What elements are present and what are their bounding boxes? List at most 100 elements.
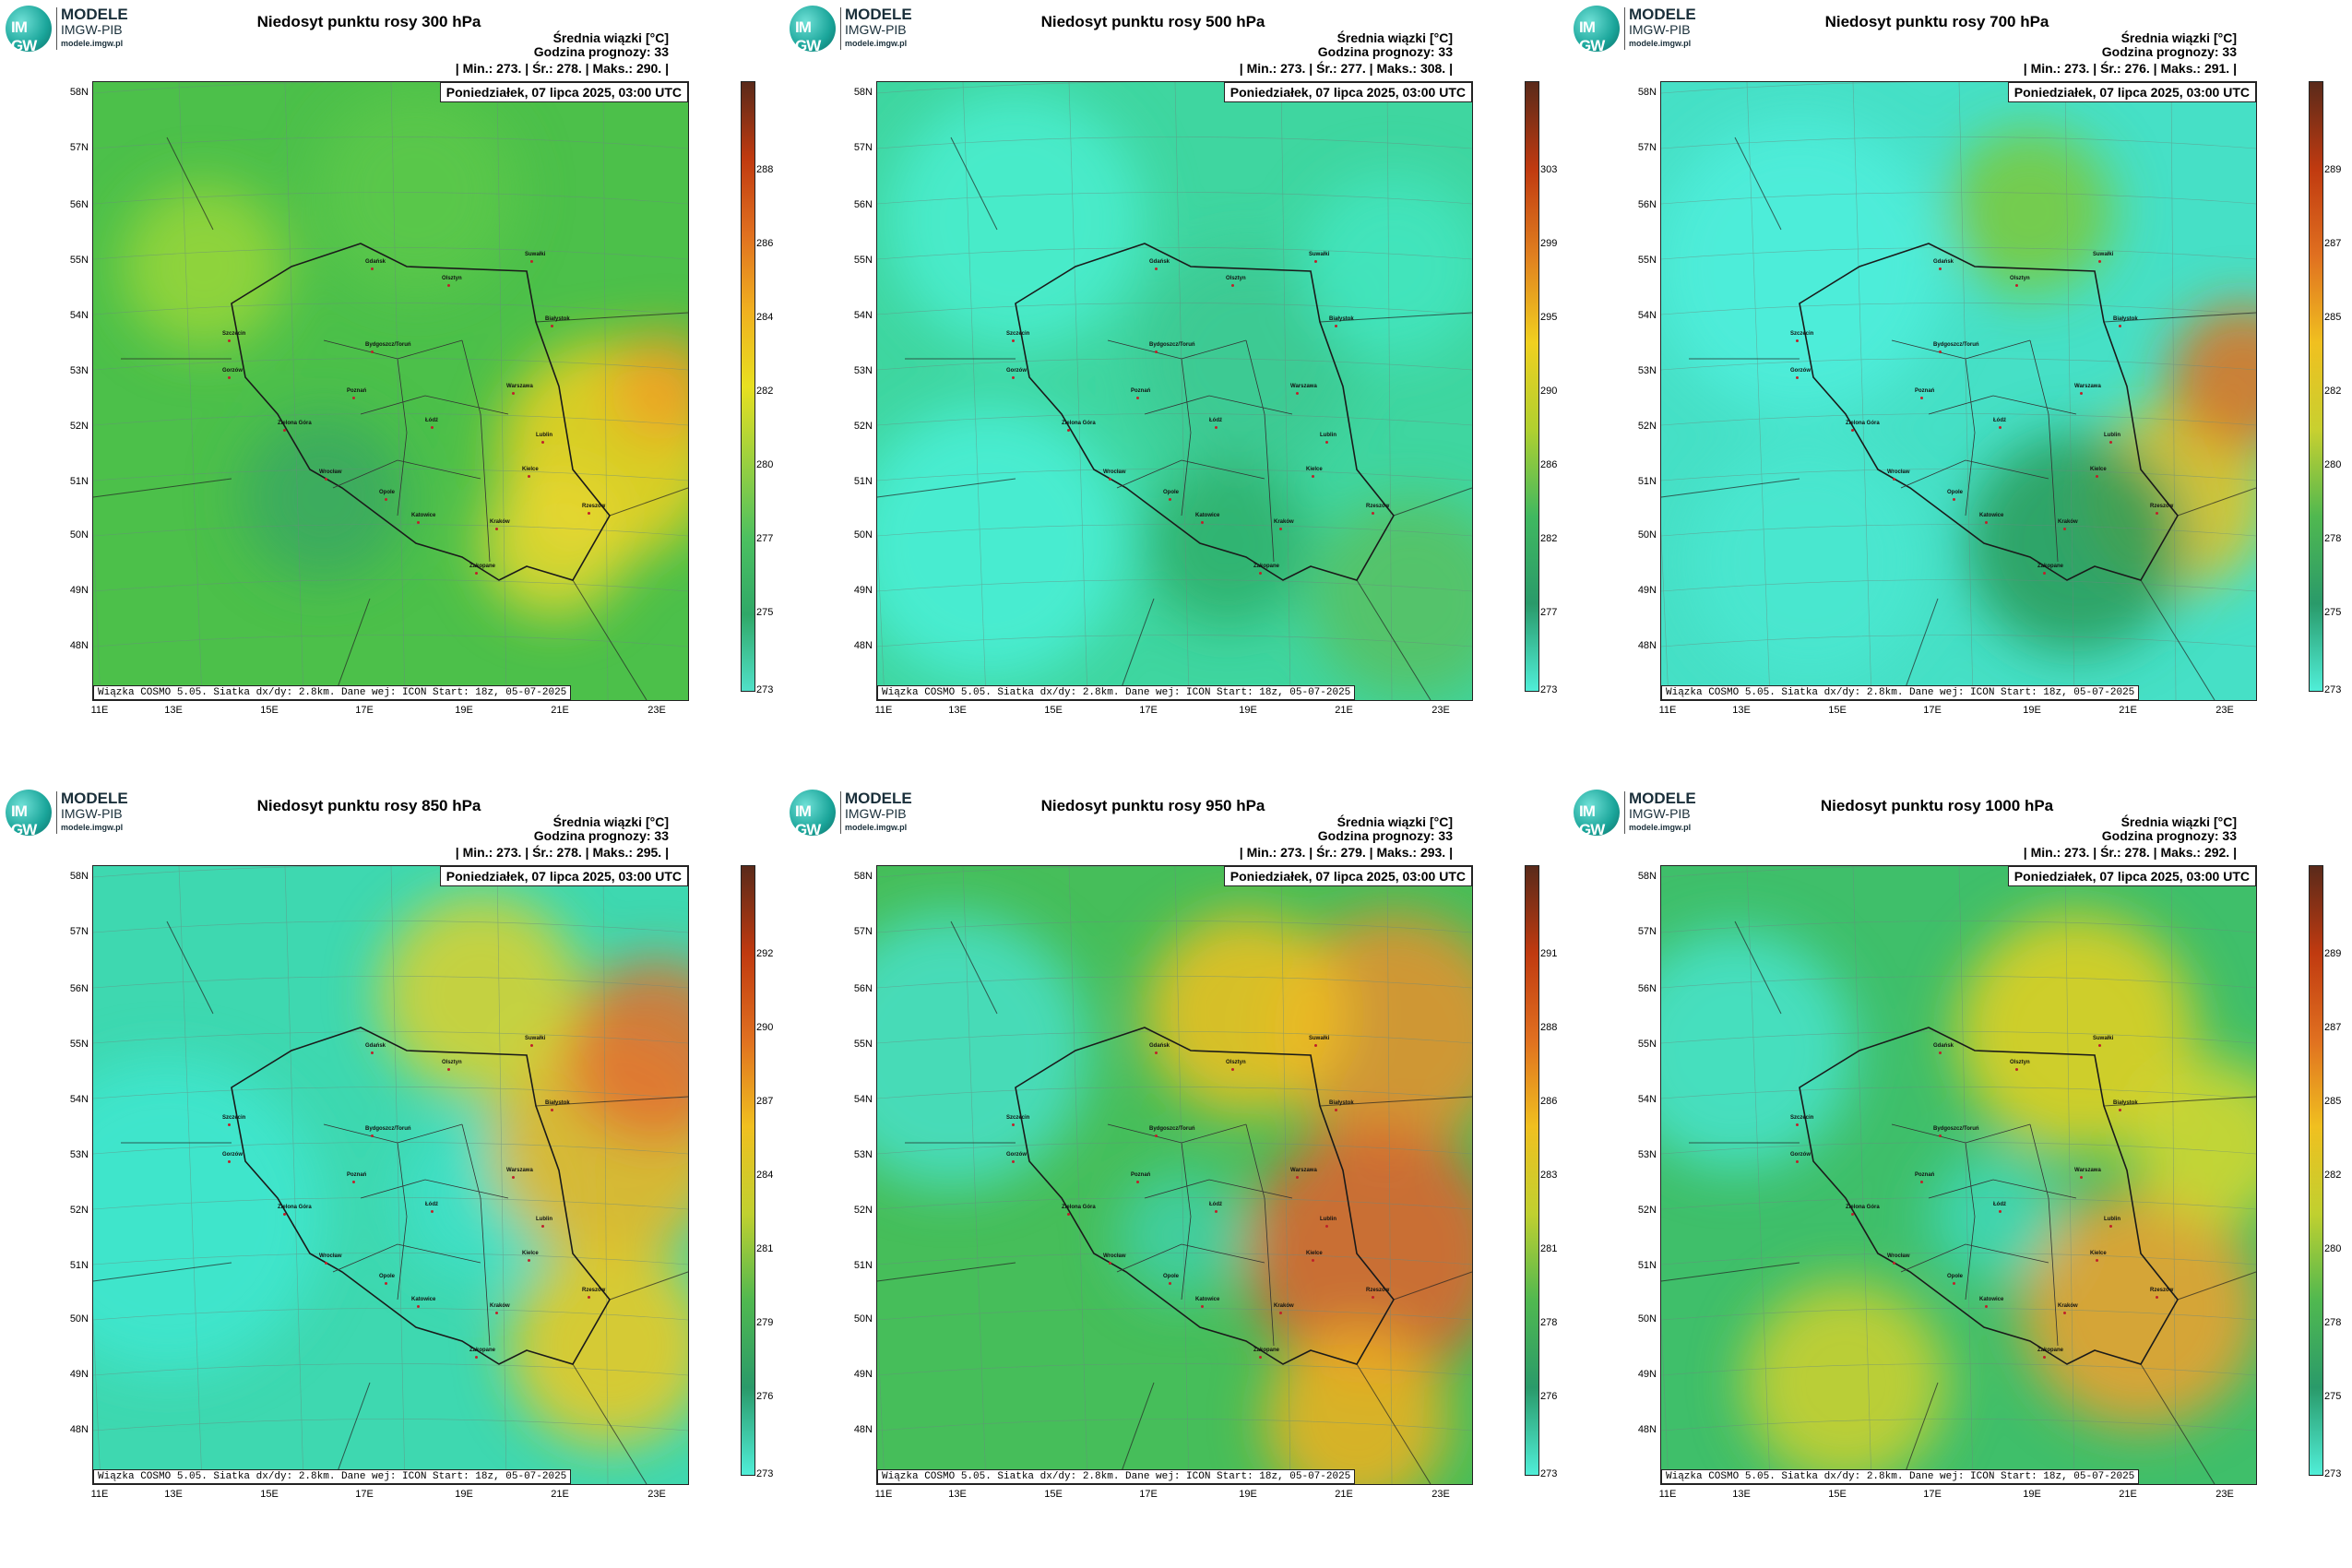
city-label: Szczecin xyxy=(222,331,246,337)
city-dot xyxy=(512,1176,515,1179)
city-dot xyxy=(1999,1210,2002,1213)
city-label: Zielona Góra xyxy=(278,421,312,426)
city-dot xyxy=(1893,478,1895,481)
lon-tick-label: 17E xyxy=(1139,705,1158,716)
city-label: Białystok xyxy=(545,316,570,322)
city-dot xyxy=(1893,1262,1895,1265)
logo-line1: MODELE xyxy=(61,6,128,23)
city-label: Zakopane xyxy=(1253,564,1280,569)
colorbar-tick-label: 291 xyxy=(1540,948,1558,959)
logo-line1: MODELE xyxy=(845,790,912,807)
lat-tick-label: 54N xyxy=(1637,310,1657,321)
colorbar-tick-label: 282 xyxy=(756,386,774,397)
city-label: Olsztyn xyxy=(442,1060,462,1065)
city-label: Szczecin xyxy=(1006,1115,1030,1121)
lon-tick-label: 15E xyxy=(260,705,279,716)
city-label: Warszawa xyxy=(1290,384,1317,389)
lon-tick-label: 23E xyxy=(647,705,666,716)
map-area: Gdańsk Olsztyn Suwałki Szczecin Białystok Byd… xyxy=(876,865,1473,1485)
colorbar-tick-label: 279 xyxy=(756,1317,774,1328)
city-dot xyxy=(2063,528,2066,530)
colorbar-tick-label: 273 xyxy=(756,1468,774,1479)
city-dot xyxy=(2080,1176,2083,1179)
city-label: Bydgoszcz/Toruń xyxy=(1149,1126,1195,1132)
city-dot xyxy=(1796,339,1799,342)
map-field xyxy=(877,82,1472,700)
city-dot xyxy=(2096,475,2098,478)
lon-tick-label: 11E xyxy=(1658,705,1677,716)
imgw-logo: IM GW MODELE IMGW-PIB modele.imgw.pl xyxy=(790,6,937,54)
city-dot xyxy=(447,284,450,287)
city-label: Łódź xyxy=(1209,1202,1222,1207)
lon-tick-label: 11E xyxy=(90,1489,109,1500)
panel-title: Niedosyt punktu rosy 300 hPa xyxy=(256,13,481,30)
lat-tick-label: 49N xyxy=(69,585,89,596)
lat-tick-label: 58N xyxy=(1637,871,1657,882)
city-label: Zielona Góra xyxy=(1062,421,1096,426)
colorbar xyxy=(1525,865,1539,1476)
lat-tick-label: 56N xyxy=(853,983,873,994)
city-label: Poznań xyxy=(347,1172,367,1178)
city-label: Opole xyxy=(379,1274,396,1279)
city-label: Szczecin xyxy=(222,1115,246,1121)
city-label: Rzeszów xyxy=(582,1288,606,1293)
city-label: Poznań xyxy=(347,388,367,394)
city-label: Kraków xyxy=(2058,519,2078,525)
lat-tick-label: 52N xyxy=(853,421,873,432)
lat-tick-label: 48N xyxy=(69,640,89,651)
lat-tick-label: 56N xyxy=(1637,983,1657,994)
city-dot xyxy=(1067,429,1070,432)
logo-line1: MODELE xyxy=(1629,790,1696,807)
lat-tick-label: 51N xyxy=(1637,476,1657,487)
lon-tick-label: 17E xyxy=(355,705,374,716)
colorbar-tick-label: 273 xyxy=(1540,1468,1558,1479)
lat-tick-label: 52N xyxy=(69,1205,89,1216)
voivodeship-borders xyxy=(1891,1123,2077,1347)
city-label: Szczecin xyxy=(1790,1115,1814,1121)
colorbar-tick-label: 273 xyxy=(2324,684,2342,695)
city-dot xyxy=(1372,512,1374,515)
lon-tick-label: 13E xyxy=(1732,705,1751,716)
lon-tick-label: 15E xyxy=(1044,1489,1063,1500)
city-dot xyxy=(530,260,533,263)
city-dot xyxy=(541,1225,544,1228)
city-label: Zakopane xyxy=(2037,1348,2064,1353)
lat-tick-label: 54N xyxy=(853,1094,873,1105)
panel-title: Niedosyt punktu rosy 500 hPa xyxy=(1040,13,1265,30)
lat-tick-label: 49N xyxy=(853,585,873,596)
colorbar-tick-label: 290 xyxy=(756,1022,774,1033)
city-dot xyxy=(1314,1044,1317,1047)
city-dot xyxy=(1136,1181,1139,1183)
city-dot xyxy=(1985,1305,1988,1308)
city-label: Kraków xyxy=(2058,1303,2078,1309)
colorbar-tick-label: 273 xyxy=(2324,1468,2342,1479)
neighbour-borders xyxy=(1661,921,2256,1484)
lat-tick-label: 48N xyxy=(853,1424,873,1435)
panel-title: Niedosyt punktu rosy 700 hPa xyxy=(1824,13,2049,30)
city-label: Bydgoszcz/Toruń xyxy=(1933,1126,1979,1132)
lat-tick-label: 58N xyxy=(853,87,873,98)
city-dot xyxy=(1939,1134,1942,1137)
city-label: Katowice xyxy=(1979,1297,2004,1302)
city-dot xyxy=(352,1181,355,1183)
city-label: Poznań xyxy=(1915,388,1935,394)
lon-tick-label: 21E xyxy=(1335,705,1353,716)
city-dot xyxy=(512,392,515,395)
lat-tick-label: 58N xyxy=(853,871,873,882)
forecast-date: Poniedziałek, 07 lipca 2025, 03:00 UTC xyxy=(439,866,688,886)
lon-tick-label: 23E xyxy=(647,1489,666,1500)
city-label: Gdańsk xyxy=(1149,259,1170,265)
voivodeship-borders xyxy=(323,339,509,563)
lat-tick-label: 57N xyxy=(1637,142,1657,153)
poland-border xyxy=(231,1027,611,1365)
info-unit: Średnia wiązki [°C] xyxy=(2120,814,2237,829)
colorbar-tick-label: 285 xyxy=(2324,312,2342,323)
colorbar-tick-label: 281 xyxy=(756,1243,774,1254)
city-label: Suwałki xyxy=(2093,252,2114,257)
city-dot xyxy=(2119,325,2121,327)
map-field xyxy=(93,82,688,700)
logo-line3: modele.imgw.pl xyxy=(845,39,908,48)
city-dot xyxy=(1109,478,1111,481)
map-area: Gdańsk Olsztyn Suwałki Szczecin Białystok Byd… xyxy=(1660,81,2257,701)
lon-tick-label: 17E xyxy=(1139,1489,1158,1500)
